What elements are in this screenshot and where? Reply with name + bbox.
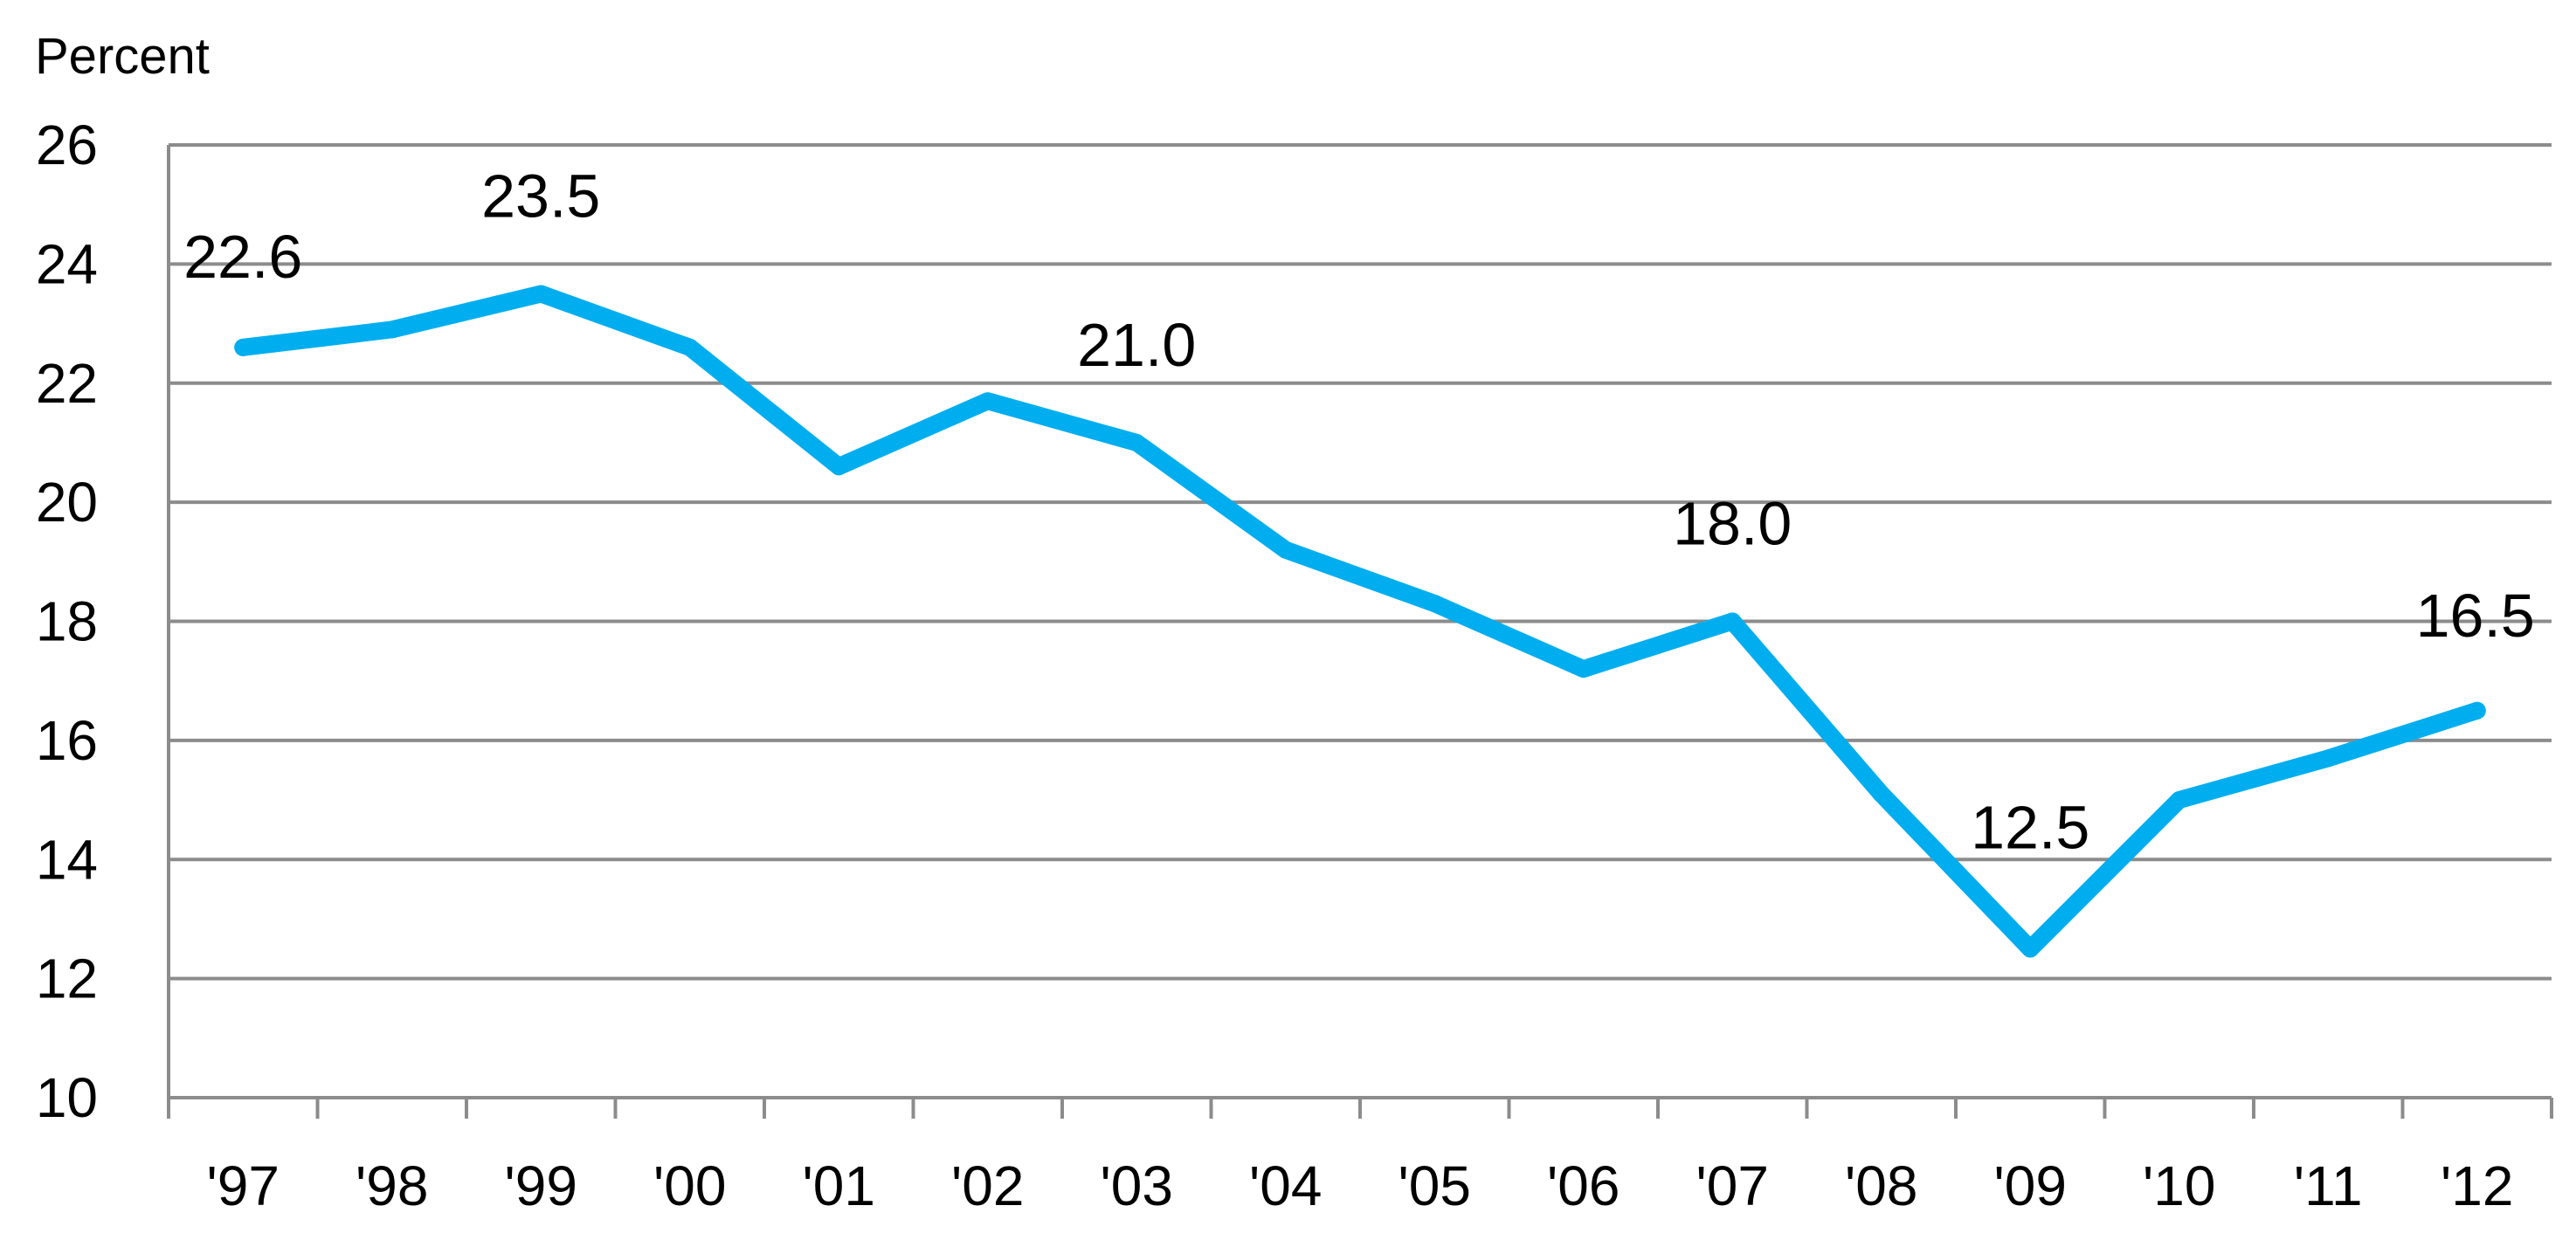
x-tick-label: '04 [1249, 1154, 1322, 1217]
y-axis-label: Percent [35, 28, 210, 85]
data-point-'04 [1276, 541, 1295, 559]
data-point-'06 [1574, 660, 1592, 679]
x-tick-label: '03 [1101, 1154, 1173, 1217]
y-tick-label-16: 16 [36, 709, 98, 772]
x-tick-label: '05 [1398, 1154, 1471, 1217]
data-point-'02 [978, 392, 997, 410]
x-tick-label: '98 [356, 1154, 428, 1217]
data-labels: 22.6 23.5 21.0 18.0 12.5 16.5 [183, 162, 2535, 861]
x-tick-label: '02 [951, 1154, 1024, 1217]
axes [167, 145, 2553, 1119]
x-tick-label: '10 [2143, 1154, 2215, 1217]
x-tick-label: '06 [1547, 1154, 1619, 1217]
x-tick-label: '00 [653, 1154, 726, 1217]
data-point-'03 [1128, 433, 1146, 451]
series-lines [234, 285, 2486, 958]
data-point-'01 [830, 458, 848, 476]
x-tick-label: '08 [1845, 1154, 1917, 1217]
x-tick-label: '07 [1696, 1154, 1769, 1217]
x-tick-label: '97 [207, 1154, 280, 1217]
data-label: 12.5 [1971, 794, 2089, 862]
y-tick-label-24: 24 [36, 232, 98, 295]
y-tick-label-26: 26 [36, 114, 98, 176]
y-tick-label-20: 20 [36, 471, 98, 534]
y-tick-label-14: 14 [36, 828, 98, 891]
data-point-'99 [532, 285, 550, 303]
series-line-0 [234, 285, 2486, 958]
x-tick-label: '01 [803, 1154, 875, 1217]
x-tick-label: '12 [2441, 1154, 2513, 1217]
data-point-'98 [383, 320, 401, 339]
y-tick-label-12: 12 [36, 947, 98, 1010]
y-tick-label-10: 10 [36, 1066, 98, 1129]
y-tick-label-18: 18 [36, 590, 98, 653]
data-point-'10 [2170, 791, 2188, 810]
x-tick-label: '09 [1994, 1154, 2067, 1217]
gridlines [169, 143, 2552, 981]
x-tick-label: '11 [2294, 1154, 2363, 1217]
data-point-'00 [680, 338, 699, 356]
data-point-'97 [234, 338, 252, 356]
data-point-'05 [1426, 595, 1444, 613]
data-label: 22.6 [183, 223, 302, 291]
x-tick-label: '99 [505, 1154, 577, 1217]
data-point-'08 [1872, 785, 1890, 803]
data-label: 16.5 [2416, 582, 2535, 650]
data-label: 18.0 [1673, 490, 1792, 558]
y-tick-label-22: 22 [36, 352, 98, 415]
data-point-'09 [2021, 940, 2040, 958]
tick-labels: 10 12 14 16 18 20 22 24 26 '97 '98 '99 '00 '01 '02 '03 '… [36, 114, 2514, 1217]
data-point-'12 [2468, 701, 2486, 720]
data-point-'11 [2319, 749, 2338, 768]
data-label: 21.0 [1077, 311, 1196, 379]
data-label: 23.5 [481, 162, 600, 230]
data-point-'07 [1723, 612, 1742, 630]
